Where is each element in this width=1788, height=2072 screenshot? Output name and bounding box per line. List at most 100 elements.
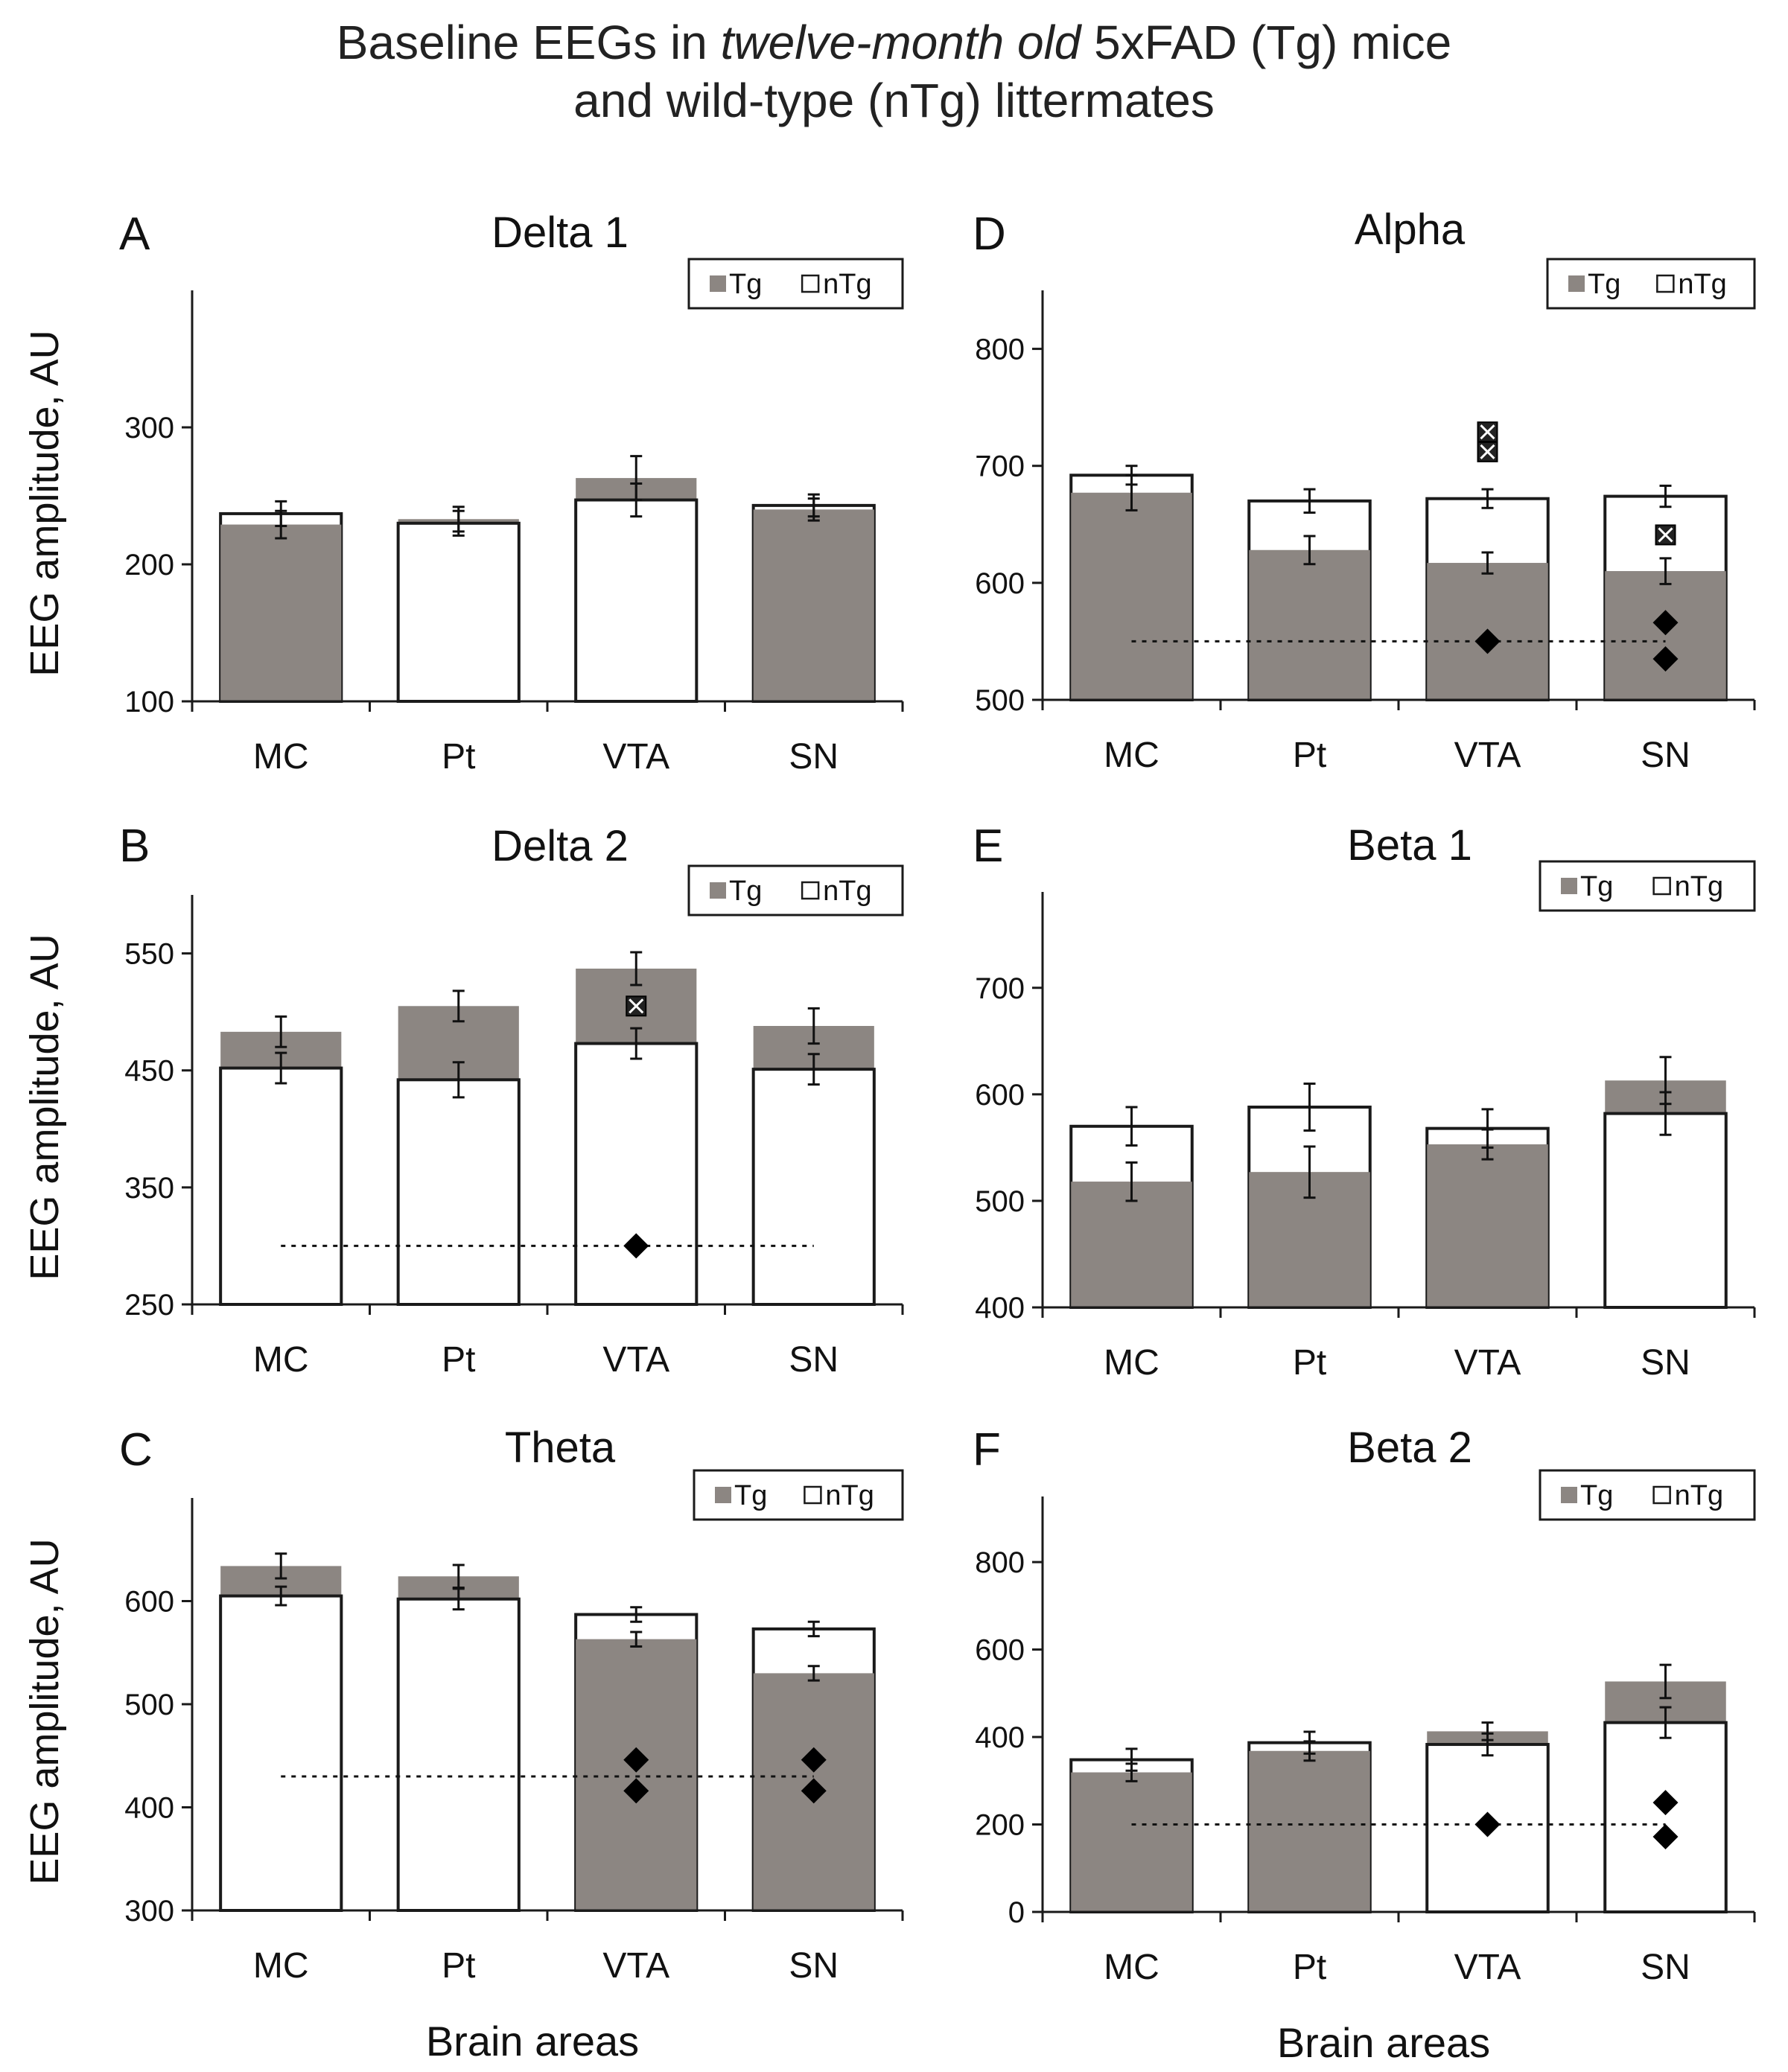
error-bar-ntg <box>1659 484 1672 509</box>
crossed-square-cross <box>1480 444 1495 459</box>
error-bar-ntg <box>452 1587 465 1611</box>
y-tick-label: 500 <box>975 1185 1025 1218</box>
x-tick-label-sn: SN <box>789 1340 839 1380</box>
legend: Tg nTg <box>687 864 904 917</box>
error-bar-ntg <box>1125 465 1138 486</box>
x-tick-label-vta: VTA <box>602 1340 669 1380</box>
title-post: 5xFAD (Tg) mice <box>1081 16 1452 69</box>
x-tick-label-sn: SN <box>789 1946 839 1986</box>
y-tick-label: 350 <box>124 1172 174 1205</box>
bar-tg-fill-mc <box>1072 1182 1191 1306</box>
x-tick-label-vta: VTA <box>602 1946 669 1986</box>
legend-label-ntg: nTg <box>823 269 871 300</box>
y-tick-label: 600 <box>124 1586 174 1619</box>
error-bar-ntg <box>1481 1108 1494 1149</box>
error-bar-tg <box>1125 1161 1138 1202</box>
diamond-marker-sn <box>1652 1790 1679 1816</box>
diamond-marker-vta <box>623 1747 649 1773</box>
legend-label-ntg: nTg <box>1678 269 1726 300</box>
error-bar-ntg <box>1481 488 1494 509</box>
legend-label-ntg: nTg <box>823 876 871 907</box>
legend-label-tg: Tg <box>1588 269 1620 300</box>
bar-tg-fill-pt <box>1250 1750 1369 1910</box>
panel-letter: E <box>973 820 1003 872</box>
bar-ntg-sn <box>1603 1112 1728 1309</box>
error-bar-ntg <box>1303 488 1316 514</box>
x-axis-label: Brain areas <box>1277 2019 1490 2066</box>
x-tick-label-pt: Pt <box>1293 736 1326 775</box>
x-tick-label-mc: MC <box>253 737 309 777</box>
y-tick-label: 100 <box>124 686 174 718</box>
legend: Tg nTg <box>687 258 904 310</box>
bar-ntg-pt <box>396 1597 521 1912</box>
crossed-square-cross <box>1658 527 1673 543</box>
error-bar-ntg <box>275 500 287 527</box>
y-tick-label: 550 <box>124 938 174 971</box>
legend-swatch-tg <box>710 275 726 292</box>
x-tick-label-pt: Pt <box>442 1340 475 1380</box>
y-tick-label: 700 <box>975 972 1025 1005</box>
x-tick-label-pt: Pt <box>442 737 475 777</box>
error-bar-ntg <box>807 1053 820 1086</box>
error-bar-ntg <box>1303 1083 1316 1132</box>
x-tick-label-vta: VTA <box>602 737 669 777</box>
error-bar-tg <box>1303 1145 1316 1199</box>
x-tick-label-mc: MC <box>1104 1343 1159 1383</box>
legend-swatch-ntg <box>801 881 820 900</box>
error-bar-tg <box>630 1630 643 1648</box>
x-tick-label-sn: SN <box>1641 1343 1690 1383</box>
legend-label-tg: Tg <box>729 876 762 907</box>
bar-tg-fill-vta <box>577 1639 696 1909</box>
bar-ntg-vta <box>574 1042 699 1306</box>
legend: Tg nTg <box>1539 860 1756 912</box>
bar-ntg-mc <box>219 1594 343 1912</box>
error-bar-tg <box>807 1665 820 1682</box>
diamond-marker-sn <box>1652 646 1679 672</box>
diamond-marker-vta <box>1474 628 1501 654</box>
bar-tg-fill-pt <box>1250 549 1369 698</box>
legend-swatch-tg <box>1568 275 1585 292</box>
y-tick-label: 800 <box>975 1546 1025 1579</box>
legend-label-tg: Tg <box>734 1480 767 1511</box>
x-tick-label-mc: MC <box>253 1946 309 1986</box>
bar-ntg-sn <box>1603 1721 1728 1913</box>
bar-ntg-pt <box>396 521 521 703</box>
y-tick-label: 600 <box>975 567 1025 600</box>
y-tick-label: 400 <box>975 1292 1025 1325</box>
legend-swatch-tg <box>1561 878 1577 894</box>
panel-letter: A <box>119 208 150 260</box>
error-bar-tg <box>807 1007 820 1045</box>
error-bar-ntg <box>275 1585 287 1607</box>
bar-ntg-vta <box>574 498 699 704</box>
panel-title: Beta 1 <box>1347 821 1472 870</box>
x-axis-label: Brain areas <box>426 2018 639 2065</box>
diamond-marker-sn <box>801 1778 827 1804</box>
panel-b: B Delta 2 250 350 450 550 MC Pt VTA SN EEG amplitu… <box>22 820 904 1380</box>
crossed-square-cross <box>1480 424 1495 440</box>
y-axis-label: EEG amplitude, AU <box>22 1538 67 1884</box>
legend: Tg nTg <box>1539 1469 1756 1521</box>
error-bar-ntg <box>1481 1732 1494 1757</box>
y-tick-label: 800 <box>975 334 1025 366</box>
x-tick-label-mc: MC <box>1104 1948 1159 1987</box>
figure-title: Baseline EEGs in twelve-month old 5xFAD … <box>0 13 1788 130</box>
panel-letter: C <box>119 1424 153 1476</box>
panel-title: Delta 2 <box>491 822 629 870</box>
error-bar-tg <box>1659 557 1672 585</box>
x-tick-label-vta: VTA <box>1454 736 1521 775</box>
panel-title: Beta 2 <box>1347 1424 1472 1472</box>
x-tick-label-pt: Pt <box>1293 1343 1326 1383</box>
diamond-marker-vta <box>1474 1811 1501 1837</box>
y-axis-label: EEG amplitude, AU <box>22 934 67 1280</box>
panel-letter: F <box>973 1424 1001 1476</box>
x-tick-label-sn: SN <box>1641 736 1690 775</box>
legend-label-ntg: nTg <box>1675 871 1723 902</box>
error-bar-tg <box>1659 1663 1672 1700</box>
error-bar-tg <box>1481 551 1494 575</box>
y-tick-label: 250 <box>124 1289 174 1322</box>
y-tick-label: 600 <box>975 1634 1025 1667</box>
figure-title-line-2: and wild-type (nTg) littermates <box>573 74 1215 127</box>
legend-swatch-tg <box>715 1487 731 1503</box>
diamond-marker-vta <box>623 1778 649 1804</box>
